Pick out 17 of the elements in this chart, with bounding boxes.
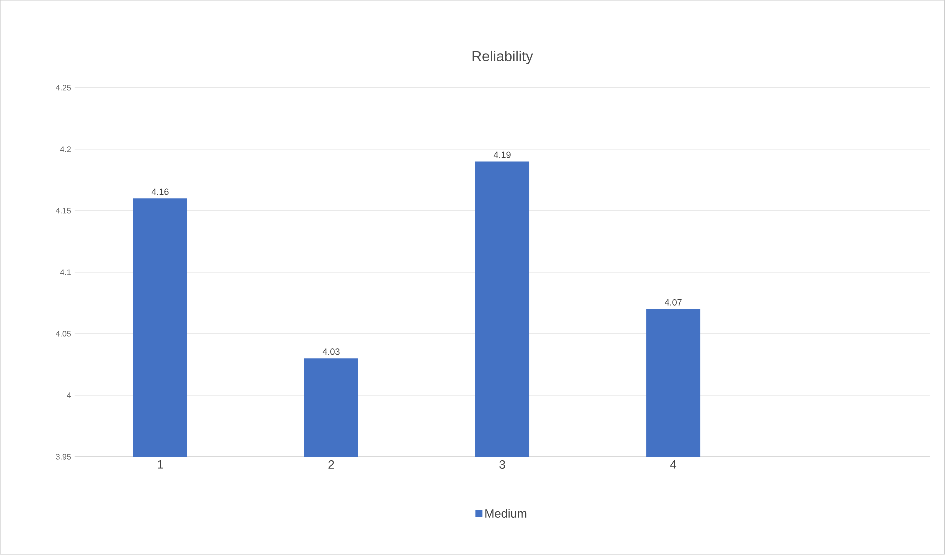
y-tick-label: 4.05 xyxy=(56,331,72,337)
y-tick-label: 4 xyxy=(67,392,72,398)
data-label: 4.07 xyxy=(664,299,682,306)
x-tick-label: 4 xyxy=(670,460,677,469)
chart-title: Reliability xyxy=(472,51,534,64)
x-tick-label: 2 xyxy=(328,460,334,469)
y-tick-label: 4.25 xyxy=(56,85,72,91)
y-tick-label: 4.15 xyxy=(56,208,72,214)
data-label: 4.03 xyxy=(322,348,340,356)
y-tick-label: 3.95 xyxy=(56,454,72,460)
y-tick-label: 4.1 xyxy=(60,270,72,276)
legend-label: Medium xyxy=(486,509,527,518)
y-tick-label: 4.2 xyxy=(60,146,71,152)
data-label: 4.16 xyxy=(152,188,169,196)
data-label: 4.19 xyxy=(494,152,511,158)
x-tick-label: 3 xyxy=(500,460,506,470)
x-tick-label: 1 xyxy=(158,460,164,469)
